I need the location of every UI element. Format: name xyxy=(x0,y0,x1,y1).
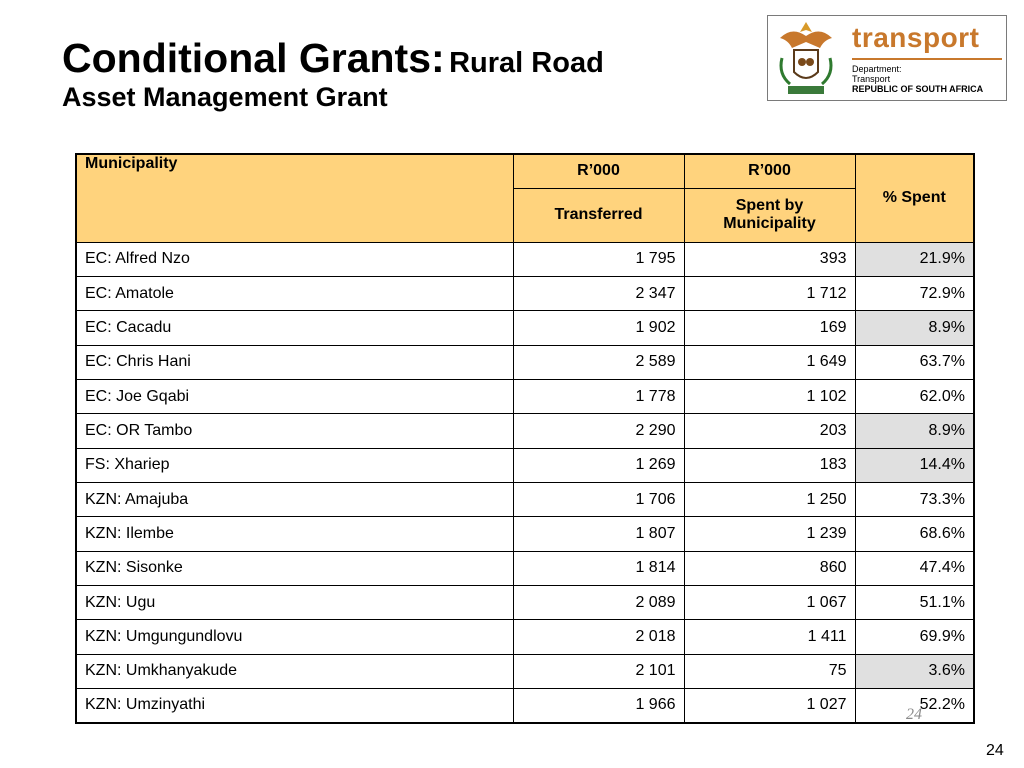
spent-cell: 1 250 xyxy=(683,481,856,518)
spent-cell: 1 239 xyxy=(683,516,856,552)
slide-title: Conditional Grants: Rural Road Asset Man… xyxy=(62,35,722,112)
header-pct-spent: % Spent xyxy=(854,153,975,243)
transferred-cell: 1 269 xyxy=(512,447,685,483)
pct-spent-cell: 14.4% xyxy=(854,447,975,483)
coat-of-arms-icon xyxy=(779,22,833,94)
spent-cell: 203 xyxy=(683,413,856,449)
title-sub-line1: Rural Road xyxy=(449,47,604,79)
municipality-cell: EC: Alfred Nzo xyxy=(75,241,514,277)
header-transferred: Transferred xyxy=(512,187,685,243)
transferred-cell: 2 347 xyxy=(512,275,685,312)
table-row: KZN: Umkhanyakude 2 101 75 3.6% xyxy=(75,653,975,689)
municipality-cell: KZN: Umzinyathi xyxy=(75,687,514,724)
municipality-cell: FS: Xhariep xyxy=(75,447,514,483)
logo-rule xyxy=(852,58,1002,60)
logo-department-text: Department: Transport REPUBLIC OF SOUTH … xyxy=(852,64,983,94)
header-unit-transferred: R’000 xyxy=(512,153,685,189)
municipality-cell: EC: Joe Gqabi xyxy=(75,378,514,415)
table-row: KZN: Umgungundlovu 2 018 1 411 69.9% xyxy=(75,619,975,655)
spent-cell: 183 xyxy=(683,447,856,483)
title-main: Conditional Grants: xyxy=(62,35,445,81)
transferred-cell: 1 902 xyxy=(512,310,685,346)
transferred-cell: 1 966 xyxy=(512,687,685,724)
table-row: EC: Alfred Nzo 1 795 393 21.9% xyxy=(75,241,975,277)
transferred-cell: 1 795 xyxy=(512,241,685,277)
transferred-cell: 1 807 xyxy=(512,516,685,552)
table-row: KZN: Amajuba 1 706 1 250 73.3% xyxy=(75,481,975,518)
ghost-page-number: 24 xyxy=(906,706,922,723)
pct-spent-cell: 63.7% xyxy=(854,344,975,380)
pct-spent-cell: 8.9% xyxy=(854,310,975,346)
table-row: KZN: Umzinyathi 1 966 1 027 52.2% xyxy=(75,687,975,724)
logo-dept-line3: REPUBLIC OF SOUTH AFRICA xyxy=(852,84,984,94)
municipality-cell: EC: Chris Hani xyxy=(75,344,514,380)
pct-spent-cell: 73.3% xyxy=(854,481,975,518)
title-sub-line2: Asset Management Grant xyxy=(62,81,388,112)
grants-table: Municipality R’000 R’000 % Spent Transfe… xyxy=(75,153,975,724)
pct-spent-cell: 52.2% xyxy=(854,687,975,724)
spent-cell: 1 712 xyxy=(683,275,856,312)
municipality-cell: KZN: Umkhanyakude xyxy=(75,653,514,689)
pct-spent-cell: 8.9% xyxy=(854,413,975,449)
spent-cell: 1 411 xyxy=(683,619,856,655)
pct-spent-cell: 47.4% xyxy=(854,550,975,586)
table-row: KZN: Sisonke 1 814 860 47.4% xyxy=(75,550,975,586)
pct-spent-cell: 3.6% xyxy=(854,653,975,689)
transferred-cell: 2 290 xyxy=(512,413,685,449)
spent-cell: 75 xyxy=(683,653,856,689)
table-row: EC: Chris Hani 2 589 1 649 63.7% xyxy=(75,344,975,380)
municipality-cell: KZN: Sisonke xyxy=(75,550,514,586)
pct-spent-cell: 72.9% xyxy=(854,275,975,312)
header-unit-spent: R’000 xyxy=(683,153,856,189)
logo-brand-text: transport xyxy=(852,22,980,53)
transferred-cell: 1 778 xyxy=(512,378,685,415)
municipality-cell: KZN: Amajuba xyxy=(75,481,514,518)
table-row: EC: Amatole 2 347 1 712 72.9% xyxy=(75,275,975,312)
department-logo: transport Department: Transport REPUBLIC… xyxy=(767,15,1007,101)
transferred-cell: 2 089 xyxy=(512,584,685,621)
table-row: KZN: Ugu 2 089 1 067 51.1% xyxy=(75,584,975,621)
pct-spent-cell: 68.6% xyxy=(854,516,975,552)
spent-cell: 169 xyxy=(683,310,856,346)
table-body: EC: Alfred Nzo 1 795 393 21.9% EC: Amatole 2 … xyxy=(75,241,975,724)
spent-cell: 393 xyxy=(683,241,856,277)
pct-spent-cell: 51.1% xyxy=(854,584,975,621)
transferred-cell: 2 589 xyxy=(512,344,685,380)
pct-spent-cell: 62.0% xyxy=(854,378,975,415)
municipality-cell: EC: Cacadu xyxy=(75,310,514,346)
table-row: EC: Joe Gqabi 1 778 1 102 62.0% xyxy=(75,378,975,415)
header-spent-by-municipality: Spent by Municipality xyxy=(683,187,856,243)
municipality-cell: KZN: Umgungundlovu xyxy=(75,619,514,655)
table-row: EC: OR Tambo 2 290 203 8.9% xyxy=(75,413,975,449)
municipality-cell: EC: Amatole xyxy=(75,275,514,312)
pct-spent-cell: 21.9% xyxy=(854,241,975,277)
municipality-cell: KZN: Ilembe xyxy=(75,516,514,552)
table-row: EC: Cacadu 1 902 169 8.9% xyxy=(75,310,975,346)
logo-dept-line2: Transport xyxy=(852,74,891,84)
transferred-cell: 2 018 xyxy=(512,619,685,655)
transferred-cell: 2 101 xyxy=(512,653,685,689)
transferred-cell: 1 706 xyxy=(512,481,685,518)
spent-cell: 860 xyxy=(683,550,856,586)
spent-cell: 1 649 xyxy=(683,344,856,380)
spent-cell: 1 027 xyxy=(683,687,856,724)
logo-dept-line1: Department: xyxy=(852,64,902,74)
spent-cell: 1 102 xyxy=(683,378,856,415)
municipality-cell: KZN: Ugu xyxy=(75,584,514,621)
municipality-cell: EC: OR Tambo xyxy=(75,413,514,449)
spent-cell: 1 067 xyxy=(683,584,856,621)
header-municipality: Municipality xyxy=(75,153,514,243)
transferred-cell: 1 814 xyxy=(512,550,685,586)
page-number: 24 xyxy=(986,742,1004,759)
table-row: KZN: Ilembe 1 807 1 239 68.6% xyxy=(75,516,975,552)
table-row: FS: Xhariep 1 269 183 14.4% xyxy=(75,447,975,483)
pct-spent-cell: 69.9% xyxy=(854,619,975,655)
